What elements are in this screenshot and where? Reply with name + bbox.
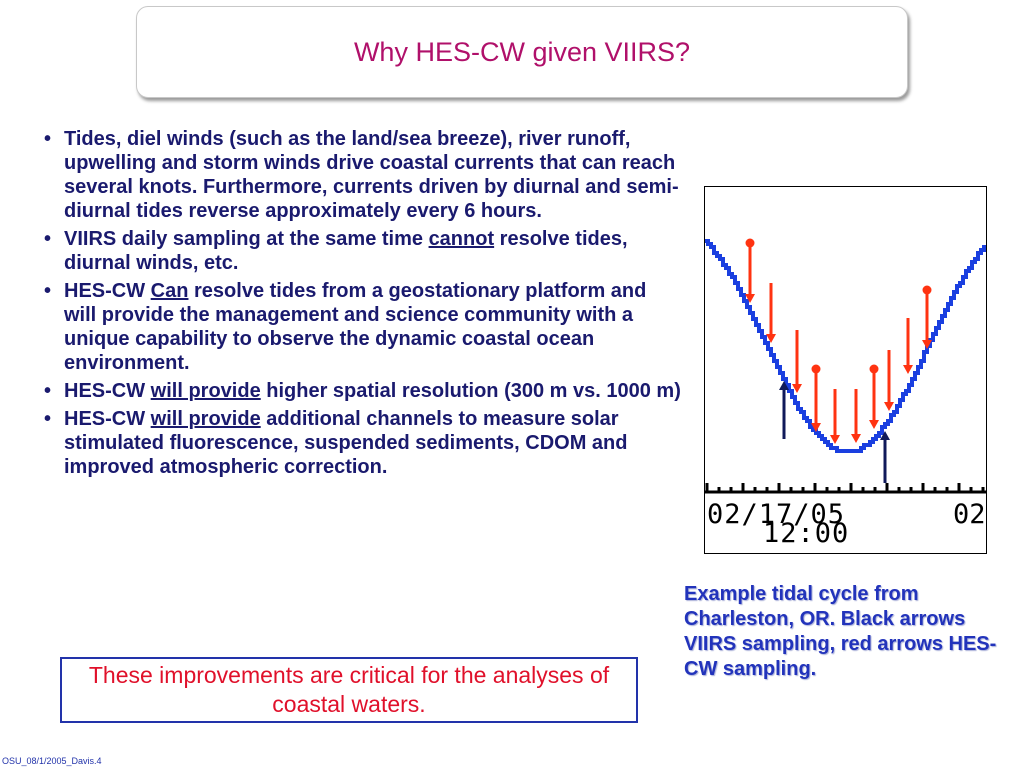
slide-title: Why HES-CW given VIIRS? bbox=[353, 36, 691, 67]
tidal-cycle-figure: 02/17/05 02 12:00 bbox=[704, 186, 987, 554]
viirs-sample-arrow bbox=[779, 381, 789, 439]
bullet-item: • Tides, diel winds (such as the land/sea… bbox=[42, 127, 682, 223]
hes-cw-sample-arrow bbox=[745, 238, 755, 303]
bullet-text: VIIRS daily sampling at the same time bbox=[64, 228, 429, 250]
bullet-list: • Tides, diel winds (such as the land/sea… bbox=[42, 127, 682, 483]
hes-cw-sample-arrow bbox=[851, 389, 861, 443]
emphasis-text: Can bbox=[150, 280, 189, 302]
bullet-text: Tides, diel winds (such as the land/sea … bbox=[64, 128, 679, 222]
title-box: Why HES-CW given VIIRS? bbox=[136, 6, 908, 98]
bullet-item: • HES-CW will provide higher spatial reso… bbox=[42, 379, 682, 403]
footer-label: OSU_08/1/2005_Davis.4 bbox=[2, 756, 102, 766]
date-label: 02/17/05 bbox=[707, 499, 845, 530]
tidal-curve bbox=[705, 239, 986, 453]
bullet-dot: • bbox=[44, 228, 52, 250]
bullet-text: HES-CW bbox=[64, 280, 151, 302]
hes-cw-sample-arrow bbox=[811, 364, 821, 432]
bullet-text: resolve tides, diurnal winds, etc. bbox=[64, 228, 628, 274]
bullet-text: higher spatial resolution (300 m vs. 100… bbox=[260, 380, 681, 402]
bullet-item: • HES-CW Can resolve tides from a geostat… bbox=[42, 279, 682, 375]
figure-caption: Example tidal cycle from Charleston, OR.… bbox=[684, 583, 997, 680]
viirs-sample-arrow bbox=[880, 431, 890, 483]
hes-cw-sample-arrow bbox=[830, 389, 840, 444]
callout-text: These improvements are critical for the … bbox=[88, 662, 610, 717]
hes-cw-sample-arrow bbox=[922, 285, 932, 349]
hes-cw-sample-arrow bbox=[792, 330, 802, 393]
bullet-dot: • bbox=[44, 408, 52, 430]
time-label: 12:00 bbox=[763, 518, 849, 549]
bullet-dot: • bbox=[44, 128, 52, 150]
bullet-text: HES-CW bbox=[64, 408, 151, 430]
emphasis-text: will provide bbox=[150, 380, 261, 402]
bullet-dot: • bbox=[44, 380, 52, 402]
bullet-dot: • bbox=[44, 280, 52, 302]
viirs-arrows bbox=[779, 381, 890, 483]
callout-box: These improvements are critical for the … bbox=[60, 657, 638, 723]
bullet-text: additional channels to measure solar sti… bbox=[64, 408, 628, 478]
hes-cw-sample-arrow bbox=[903, 318, 913, 374]
tidal-cycle-plot: 02/17/05 02 12:00 bbox=[705, 238, 986, 549]
hes-cw-sample-arrow bbox=[884, 350, 894, 411]
time-axis bbox=[705, 483, 986, 494]
hes-cw-sample-arrow bbox=[869, 364, 879, 429]
emphasis-text: cannot bbox=[428, 228, 495, 250]
date-label-cut: 02 bbox=[953, 499, 986, 530]
bullet-item: • VIIRS daily sampling at the same time c… bbox=[42, 227, 682, 275]
emphasis-text: will provide bbox=[150, 408, 261, 430]
bullet-text: resolve tides from a geostationary platf… bbox=[64, 280, 647, 374]
bullet-item: • HES-CW will provide additional channels… bbox=[42, 407, 682, 479]
hes-cw-arrows bbox=[745, 238, 932, 444]
hes-cw-sample-arrow bbox=[766, 283, 776, 343]
bullet-text: HES-CW bbox=[64, 380, 151, 402]
